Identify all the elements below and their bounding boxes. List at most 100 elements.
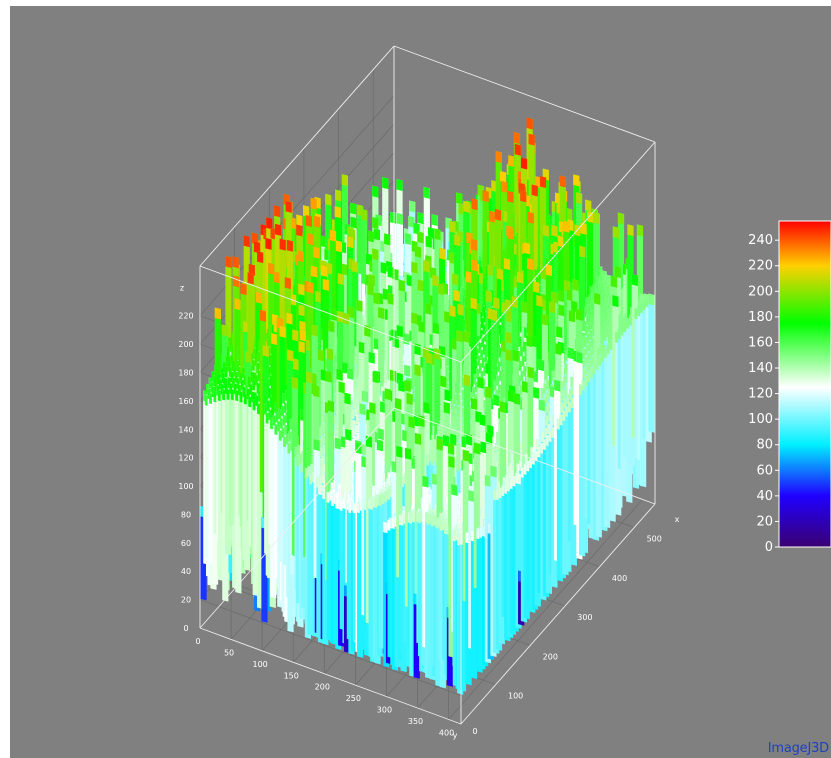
surface-cap	[368, 274, 375, 287]
surface-cap	[298, 340, 305, 353]
surface-cap	[268, 262, 275, 275]
surface-cap	[338, 381, 345, 394]
surface-cap	[373, 292, 380, 305]
surface-cap	[432, 322, 439, 335]
surface-cap	[434, 228, 441, 241]
plot-viewport[interactable]: 0 20 40 60 80 100 120 140 160 180 200 220 z 0 50 100 150…	[10, 6, 831, 758]
surface-cap	[259, 309, 266, 322]
surface-cap	[274, 205, 281, 218]
surface-cap	[404, 364, 411, 377]
surface-cap	[432, 274, 439, 287]
surface-cap	[382, 177, 389, 190]
surface-cap	[396, 178, 403, 191]
surface-mesh	[200, 117, 655, 695]
surface-cap	[449, 220, 456, 233]
surface-cap	[439, 247, 446, 260]
surface-cap	[293, 358, 300, 371]
surface-cap	[325, 370, 332, 383]
floor-grid-line	[448, 499, 643, 720]
surface-cap	[345, 428, 352, 441]
surface-cap	[356, 299, 363, 312]
surface-cap	[266, 217, 273, 230]
surface-cap	[289, 293, 297, 306]
surface-cap	[361, 390, 369, 403]
surface-cap	[372, 248, 379, 261]
surface-cap	[350, 202, 357, 215]
surface-cap	[257, 251, 264, 264]
surface-cap	[307, 281, 314, 294]
surface-cap	[274, 223, 282, 236]
surface-cap	[344, 392, 351, 405]
surface-cap	[377, 428, 384, 441]
surface-cap	[329, 229, 337, 242]
surface-cap	[367, 283, 374, 296]
surface-cap	[347, 367, 354, 380]
surface-cap	[508, 155, 515, 168]
surface-cap	[310, 265, 318, 278]
surface-cap	[322, 278, 329, 291]
surface-cap	[313, 385, 320, 398]
surface-cap	[411, 312, 418, 325]
surface-cap	[471, 198, 478, 211]
surface-cap	[336, 368, 343, 381]
surface-cap	[500, 180, 507, 193]
surface-cap	[303, 205, 310, 218]
surface-cap	[334, 437, 342, 450]
surface-cap	[378, 307, 385, 320]
surface-cap	[306, 371, 313, 384]
surface-cap	[398, 279, 405, 292]
surface-cap	[495, 151, 502, 164]
surface-plot-3d[interactable]: 020406080100120140160180200220z050100150…	[10, 6, 831, 758]
surface-cap	[307, 233, 314, 246]
surface-cap	[279, 325, 286, 338]
surface-cap	[423, 260, 430, 273]
surface-cap	[526, 117, 533, 130]
surface-cap	[417, 212, 424, 225]
surface-cap	[232, 275, 240, 288]
surface-cap	[248, 263, 255, 276]
surface-cap	[372, 216, 379, 229]
surface-cap	[314, 215, 321, 228]
surface-cap	[319, 235, 326, 248]
surface-cap	[287, 349, 294, 362]
surface-cap	[348, 306, 355, 319]
surface-cap	[408, 215, 415, 228]
surface-cap	[372, 371, 379, 384]
surface-cap	[221, 324, 228, 337]
back-wall-grid-line	[199, 95, 395, 316]
surface-cap	[351, 260, 358, 273]
surface-cap	[284, 277, 291, 290]
surface-cap	[359, 403, 366, 416]
surface-cap	[368, 351, 375, 364]
surface-cap	[389, 369, 397, 382]
surface-cap	[299, 329, 306, 342]
left-wall-grid-line	[199, 599, 462, 696]
surface-cap	[431, 214, 438, 227]
surface-cap	[452, 273, 459, 286]
surface-cap	[298, 304, 305, 317]
surface-cap	[325, 193, 332, 206]
surface-cap	[265, 237, 272, 250]
surface-cap	[253, 241, 261, 254]
surface-cap	[514, 143, 521, 156]
surface-cap	[398, 380, 405, 393]
surface-cap	[320, 369, 327, 382]
surface-cap	[425, 302, 432, 315]
surface-cap	[337, 310, 344, 323]
surface-cap	[245, 350, 252, 363]
surface-cap	[361, 208, 368, 221]
surface-cap	[404, 232, 411, 245]
surface-cap	[325, 262, 333, 275]
surface-cap	[368, 230, 375, 243]
surface-cap	[232, 256, 239, 269]
surface-cap	[255, 291, 263, 304]
surface-cap	[418, 320, 425, 333]
surface-cap	[279, 238, 286, 251]
surface-cap	[458, 202, 465, 215]
surface-cap	[342, 312, 350, 325]
surface-cap	[341, 361, 348, 374]
surface-cap	[234, 298, 241, 311]
surface-cap	[396, 325, 403, 338]
surface-cap	[423, 186, 430, 199]
surface-cap	[335, 240, 343, 253]
